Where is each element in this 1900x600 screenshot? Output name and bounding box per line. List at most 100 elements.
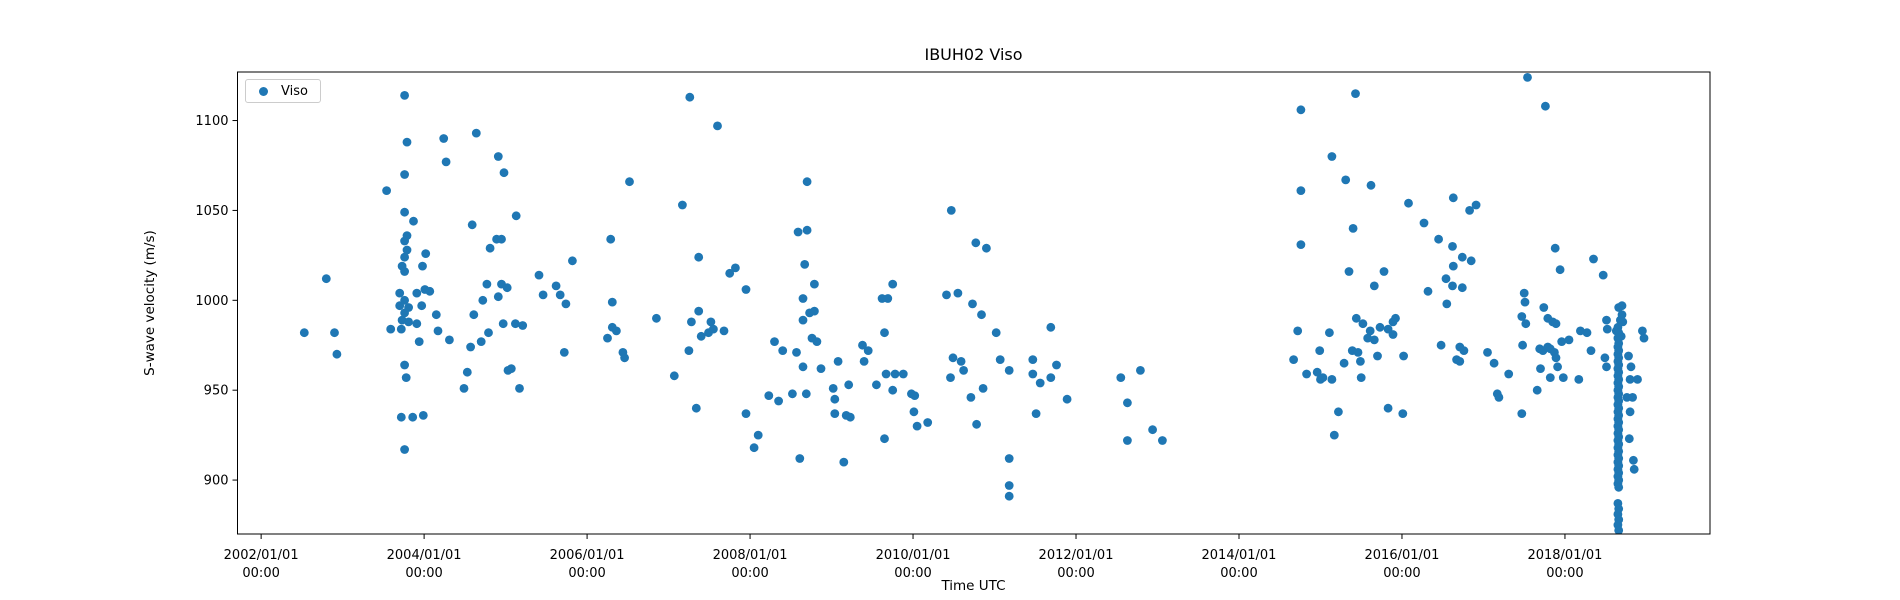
legend-marker-icon [259, 86, 268, 96]
data-point [518, 321, 528, 330]
data-point [400, 267, 409, 276]
data-point [412, 288, 422, 298]
data-point [898, 369, 908, 379]
data-point [462, 367, 472, 377]
data-point [1158, 436, 1167, 445]
data-point [400, 360, 409, 370]
data-point [1457, 283, 1467, 293]
x-tick-label-date: 2006/01/01 [550, 548, 625, 563]
data-point [1628, 393, 1637, 402]
data-point [484, 328, 493, 338]
data-point [414, 337, 424, 346]
data-point [1586, 346, 1596, 355]
data-point [418, 411, 428, 420]
y-tick-label: 950 [204, 384, 229, 399]
data-point [1602, 315, 1611, 325]
data-point [792, 348, 801, 357]
data-point [1351, 313, 1361, 323]
data-point [332, 349, 342, 359]
data-point [1296, 240, 1306, 250]
data-point [778, 346, 788, 355]
data-point [1004, 366, 1014, 375]
data-point [810, 279, 819, 289]
data-point [793, 227, 803, 237]
data-point [909, 407, 919, 417]
data-point [1448, 242, 1457, 251]
data-point [1504, 369, 1514, 379]
x-tick-label-time: 00:00 [1383, 566, 1420, 581]
data-point [1375, 322, 1385, 332]
data-point [408, 412, 418, 422]
data-point [719, 326, 729, 336]
data-point [1633, 375, 1642, 384]
data-point [694, 306, 704, 316]
legend-box: Viso [245, 79, 321, 103]
chart-title: IBUH02 Viso [924, 45, 1023, 64]
data-point [402, 137, 412, 147]
data-point [968, 299, 977, 309]
data-point [798, 315, 808, 325]
data-point [1520, 297, 1530, 307]
data-point [1004, 481, 1014, 490]
data-point [691, 403, 701, 413]
data-point [1379, 267, 1389, 276]
data-point [1358, 319, 1368, 329]
data-point [1344, 267, 1354, 276]
data-point [833, 357, 843, 366]
data-point [652, 313, 661, 323]
data-point [883, 294, 893, 303]
data-point [1062, 394, 1072, 404]
data-point [709, 324, 718, 334]
data-point [828, 384, 838, 393]
data-point [1521, 319, 1531, 329]
y-tick-label: 1000 [195, 294, 228, 309]
data-point [1028, 355, 1038, 364]
data-point [774, 396, 783, 406]
data-point [888, 279, 898, 289]
x-tick-label-date: 2002/01/01 [224, 548, 299, 563]
x-tick-label-time: 00:00 [1546, 566, 1583, 581]
data-point [863, 346, 873, 355]
data-point [812, 337, 822, 346]
data-point [1123, 398, 1132, 408]
data-point [421, 249, 431, 258]
axes-frame [237, 71, 1711, 535]
data-point [1448, 193, 1458, 203]
data-point [982, 243, 991, 253]
data-point [859, 357, 869, 366]
data-point [1404, 198, 1413, 208]
x-tick-label-time: 00:00 [731, 566, 768, 581]
data-point [1327, 375, 1337, 384]
data-point [412, 319, 422, 329]
data-point [1388, 330, 1398, 339]
data-point [1327, 152, 1337, 161]
data-point [1391, 313, 1400, 323]
data-point [845, 412, 855, 422]
data-point [1564, 335, 1574, 345]
data-point [1455, 357, 1465, 366]
data-point [321, 274, 331, 284]
data-point [402, 231, 412, 241]
data-point [959, 366, 968, 375]
data-point [1423, 286, 1433, 296]
data-point [1617, 310, 1627, 320]
data-point [401, 373, 411, 382]
data-point [678, 200, 687, 210]
data-point [1466, 256, 1476, 266]
data-point [433, 326, 443, 336]
data-point [1363, 333, 1373, 343]
data-point [400, 295, 409, 305]
data-point [890, 369, 900, 379]
data-point [482, 279, 492, 289]
data-point [1617, 301, 1627, 311]
data-point [1296, 186, 1306, 196]
data-point [1471, 200, 1481, 210]
series-viso-points [299, 73, 1649, 534]
data-point [493, 152, 503, 161]
data-point [764, 391, 774, 400]
data-point [946, 373, 955, 382]
data-point [1551, 353, 1561, 363]
data-point [694, 252, 704, 262]
data-point [1624, 434, 1634, 444]
